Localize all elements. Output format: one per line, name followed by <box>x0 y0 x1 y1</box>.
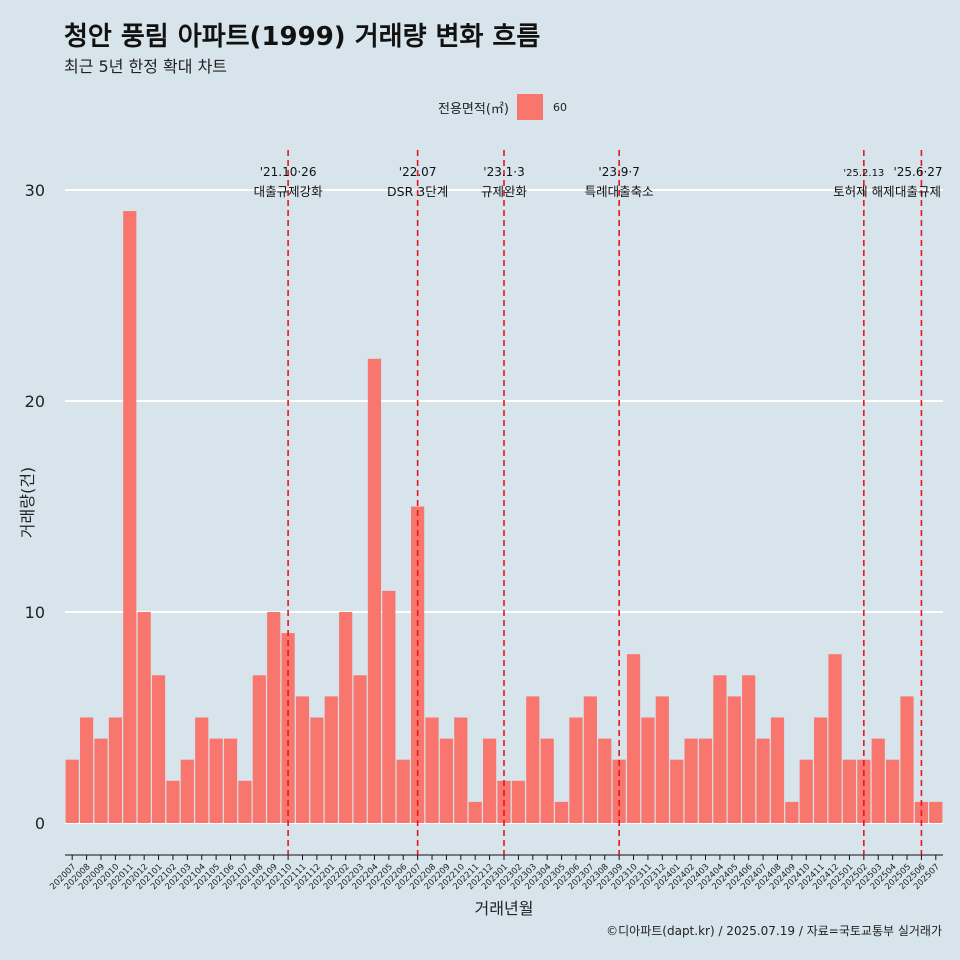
event-date-202502: '25.2.13 <box>843 168 884 179</box>
bar-202007 <box>65 759 79 823</box>
bar-202203 <box>353 675 367 823</box>
y-axis-title: 거래량(건) <box>18 467 37 538</box>
bar-202112 <box>310 717 324 823</box>
bar-202410 <box>799 759 813 823</box>
bar-202107 <box>238 780 252 823</box>
bar-202308 <box>598 738 612 823</box>
event-label-202309: 특례대출축소 <box>585 184 654 199</box>
bar-202104 <box>195 717 209 823</box>
bar-202303 <box>526 696 540 823</box>
bar-202201 <box>324 696 338 823</box>
bar-202304 <box>540 738 554 823</box>
legend: 전용면적(㎡) 60 <box>438 93 567 121</box>
y-tick-label-10: 10 <box>25 603 45 622</box>
bar-202206 <box>396 759 410 823</box>
bar-202008 <box>79 717 94 823</box>
bar-202202 <box>339 612 353 823</box>
event-label-202506: 대출규제 <box>895 184 941 199</box>
legend-label-60: 60 <box>552 100 567 114</box>
bar-202312 <box>655 696 669 823</box>
bar-202305 <box>554 801 569 823</box>
bar-202109 <box>267 612 281 823</box>
bar-202012 <box>137 612 151 823</box>
event-label-202207: DSR 3단계 <box>387 184 448 199</box>
legend-title: 전용면적(㎡) <box>438 101 509 117</box>
bar-202311 <box>641 717 655 823</box>
bar-202504 <box>886 759 900 823</box>
bar-202405 <box>727 696 741 823</box>
bar-202211 <box>468 801 482 823</box>
bar-202212 <box>483 738 497 823</box>
bar-202106 <box>223 738 238 823</box>
y-tick-label-30: 30 <box>25 181 45 200</box>
bar-202009 <box>94 738 108 823</box>
bar-202111 <box>295 696 310 823</box>
chart-title: 청안 풍림 아파트(1999) 거래량 변화 흐름 <box>64 22 541 52</box>
bar-202306 <box>569 717 583 823</box>
bar-202503 <box>871 738 885 823</box>
event-date-202506: '25.6·27 <box>893 165 942 179</box>
bar-202205 <box>382 590 396 823</box>
event-date-202309: '23.9·7 <box>598 165 639 179</box>
bar-202404 <box>713 675 727 823</box>
bar-202010 <box>108 717 122 823</box>
y-tick-label-0: 0 <box>35 814 45 833</box>
event-date-202110: '21.10·26 <box>260 165 317 179</box>
bar-202108 <box>252 675 266 823</box>
bar-202302 <box>511 780 525 823</box>
bar-202105 <box>209 738 223 823</box>
event-date-202301: '23.1·3 <box>483 165 524 179</box>
event-label-202502: 토허제 해제 <box>833 184 894 199</box>
legend-swatch-60 <box>516 94 543 120</box>
bar-202507 <box>929 801 943 823</box>
bar-202407 <box>756 738 770 823</box>
bar-202408 <box>770 717 785 823</box>
source-caption: ©디아파트(dapt.kr) / 2025.07.19 / 자료=국토교통부 실… <box>606 924 942 938</box>
bar-202403 <box>698 738 713 823</box>
bar-202102 <box>166 780 180 823</box>
bar-202101 <box>151 675 166 823</box>
bar-202307 <box>583 696 597 823</box>
bar-202411 <box>814 717 828 823</box>
bar-202103 <box>180 759 194 823</box>
event-label-202110: 대출규제강화 <box>254 184 324 199</box>
chart-subtitle: 최근 5년 한정 확대 차트 <box>64 57 228 76</box>
bar-202401 <box>670 759 684 823</box>
event-date-202207: '22.07 <box>399 165 437 179</box>
bar-202204 <box>367 358 382 823</box>
bar-202409 <box>785 801 799 823</box>
y-tick-label-20: 20 <box>25 392 45 411</box>
bar-202210 <box>454 717 468 823</box>
bar-202208 <box>425 717 439 823</box>
bar-202402 <box>684 738 698 823</box>
event-label-202301: 규제완화 <box>481 184 528 199</box>
bar-202310 <box>626 654 641 823</box>
bar-202110 <box>281 633 295 823</box>
x-axis-title: 거래년월 <box>475 899 534 918</box>
bar-202011 <box>123 211 137 824</box>
bar-202406 <box>742 675 756 823</box>
bar-202505 <box>900 696 914 823</box>
bar-202209 <box>439 738 454 823</box>
bar-202501 <box>842 759 857 823</box>
bar-202412 <box>828 654 842 823</box>
